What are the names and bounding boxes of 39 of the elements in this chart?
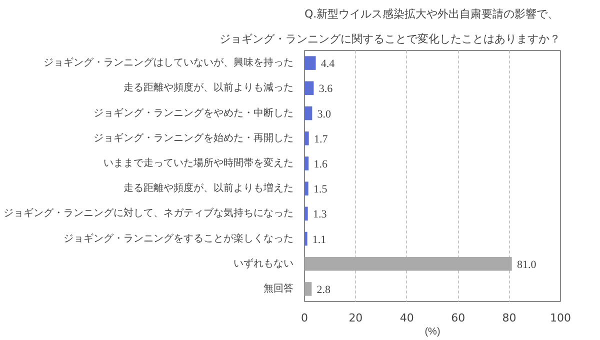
chart-subtitle: ジョギング・ランニングに関することで変化したことはありますか？ <box>220 32 560 46</box>
y-tick-label: 走る距離や頻度が、以前よりも増えた <box>124 182 294 194</box>
data-label: 1.7 <box>314 133 328 146</box>
bar <box>304 156 309 170</box>
y-tick-label: いままで走っていた場所や時間帯を変えた <box>104 156 294 169</box>
bar <box>304 282 312 296</box>
chart-title: Q.新型ウイルス感染拡大や外出自粛要請の影響で、 <box>304 8 559 20</box>
bar <box>304 182 308 196</box>
bar <box>304 256 512 271</box>
data-label: 3.6 <box>318 83 334 96</box>
x-tick-label: 80 <box>502 312 516 324</box>
data-label: 3.0 <box>317 108 332 120</box>
bar <box>304 131 309 146</box>
y-tick-label: いずれもない <box>234 257 294 270</box>
bar <box>304 81 314 96</box>
x-tick-label: 40 <box>400 312 414 324</box>
x-tick-label: 60 <box>451 312 466 324</box>
bar <box>304 232 308 246</box>
bar <box>304 106 312 120</box>
data-label: 1.6 <box>314 158 328 170</box>
x-axis-title: (%) <box>424 326 440 338</box>
x-tick-label: 0 <box>301 312 308 324</box>
y-tick-label: ジョギング・ランニングをすることが楽しくなった <box>64 232 294 244</box>
x-tick-label: 20 <box>348 312 363 324</box>
data-label: 2.8 <box>316 284 332 296</box>
x-tick-label: 100 <box>550 312 571 324</box>
y-tick-label: 走る距離や頻度が、以前よりも減った <box>124 82 294 94</box>
data-label: 1.5 <box>313 184 328 196</box>
data-label: 4.4 <box>320 58 336 70</box>
y-tick-label: 無回答 <box>264 282 294 294</box>
data-label: 81.0 <box>516 258 537 271</box>
bar <box>304 206 308 221</box>
bar <box>304 56 316 70</box>
data-label: 1.3 <box>312 208 328 221</box>
data-label: 1.1 <box>312 234 326 246</box>
y-tick-label: ジョギング・ランニングをやめた・中断した <box>94 106 294 119</box>
y-tick-label: ジョギング・ランニングを始めた・再開した <box>94 132 294 144</box>
y-tick-label: ジョギング・ランニングに対して、ネガティブな気持ちになった <box>4 207 294 220</box>
y-tick-label: ジョギング・ランニングはしていないが、興味を持った <box>44 56 294 69</box>
